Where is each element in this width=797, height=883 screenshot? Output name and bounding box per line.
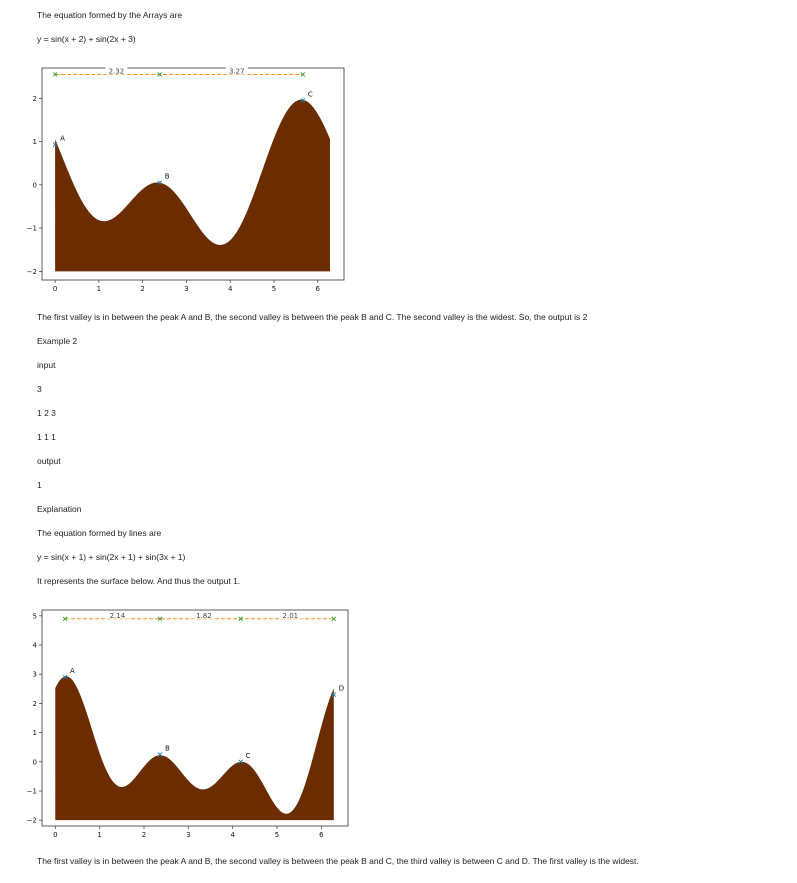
peak-label: D (339, 685, 344, 693)
y-tick-label: −1 (27, 787, 37, 795)
output-label: output (37, 456, 61, 466)
peak-marker (238, 759, 243, 765)
x-tick-label: 0 (53, 285, 57, 293)
x-tick-label: 3 (186, 831, 190, 839)
x-tick-label: 0 (53, 831, 57, 839)
y-tick-label: 5 (33, 612, 37, 620)
equation-1: y = sin(x + 2) + sin(2x + 3) (37, 34, 136, 44)
input-n: 3 (37, 384, 42, 394)
area-fill (55, 676, 334, 821)
distance-label: 2.32 (109, 67, 125, 75)
peak-x-marker (62, 616, 68, 622)
distance-label-bg (106, 611, 129, 619)
x-tick-label: 6 (319, 831, 324, 839)
peak-marker (331, 692, 337, 697)
peak-label: B (165, 173, 170, 181)
y-tick-label: 3 (33, 671, 37, 679)
peak-label: C (246, 752, 251, 760)
distance-label: 2.14 (110, 612, 126, 620)
y-tick-label: −2 (27, 817, 37, 825)
y-tick-label: 1 (33, 138, 37, 146)
peak-x-marker (238, 616, 243, 622)
intro-text: The equation formed by the Arrays are (37, 10, 183, 20)
plot-frame (41, 609, 349, 827)
distance-label-bg (105, 67, 128, 75)
plot-frame (41, 67, 345, 281)
x-tick-label: 4 (230, 831, 235, 839)
explanation-2: The first valley is in between the peak … (37, 856, 639, 866)
y-tick-label: −1 (27, 225, 37, 233)
distance-label: 2.01 (283, 612, 299, 620)
y-tick-label: 2 (33, 700, 37, 708)
output-value: 1 (37, 480, 42, 490)
distance-label-bg (225, 67, 248, 75)
x-tick-label: 4 (228, 285, 233, 293)
equation-2: y = sin(x + 1) + sin(2x + 1) + sin(3x + … (37, 552, 186, 562)
x-tick-label: 2 (142, 831, 146, 839)
x-tick-label: 5 (272, 285, 276, 293)
x-tick-label: 5 (275, 831, 279, 839)
explanation-label: Explanation (37, 504, 82, 514)
area-fill (55, 99, 330, 272)
example-2-heading: Example 2 (37, 336, 78, 346)
y-tick-label: −2 (27, 268, 37, 276)
explanation-1: The first valley is in between the peak … (37, 312, 588, 322)
chart-1: 0 1 2 3 4 5 6 −2 −1 0 1 2 2.32 3.27 A B C (27, 67, 345, 293)
y-tick-label: 4 (33, 642, 38, 650)
peak-x-marker (300, 72, 306, 77)
peak-label: C (308, 90, 313, 98)
peak-x-marker (157, 616, 163, 622)
lines-intro: The equation formed by lines are (37, 528, 162, 538)
surface-text: It represents the surface below. And thu… (37, 576, 241, 586)
input-array-b: 1 1 1 (37, 432, 56, 442)
input-array-a: 1 2 3 (37, 408, 56, 418)
peak-x-marker (157, 72, 163, 77)
peak-marker (157, 752, 163, 757)
peak-label: A (60, 135, 65, 143)
distance-label: 1.82 (196, 612, 212, 620)
y-tick-label: 1 (33, 729, 37, 737)
x-tick-label: 2 (140, 285, 144, 293)
distance-label-bg (279, 611, 302, 619)
input-label: input (37, 360, 56, 370)
peak-label: A (70, 667, 75, 675)
distance-label: 3.27 (229, 67, 245, 75)
y-tick-label: 2 (33, 95, 37, 103)
peak-x-marker (52, 72, 58, 77)
peak-x-marker (331, 616, 337, 622)
x-tick-label: 1 (97, 831, 101, 839)
peak-marker (157, 180, 163, 185)
chart-2: 0 1 2 3 4 5 6 −2 −1 0 1 2 3 4 5 2.14 1.82 2.01 A B C D (27, 609, 349, 839)
y-tick-label: 0 (33, 758, 37, 766)
x-tick-label: 6 (316, 285, 321, 293)
y-tick-label: 0 (33, 181, 37, 189)
x-tick-label: 1 (97, 285, 101, 293)
peak-marker (300, 98, 306, 103)
peak-marker (52, 142, 58, 147)
peak-label: B (165, 744, 170, 752)
distance-label-bg (192, 611, 215, 619)
x-tick-label: 3 (184, 285, 188, 293)
peak-marker (62, 674, 68, 680)
